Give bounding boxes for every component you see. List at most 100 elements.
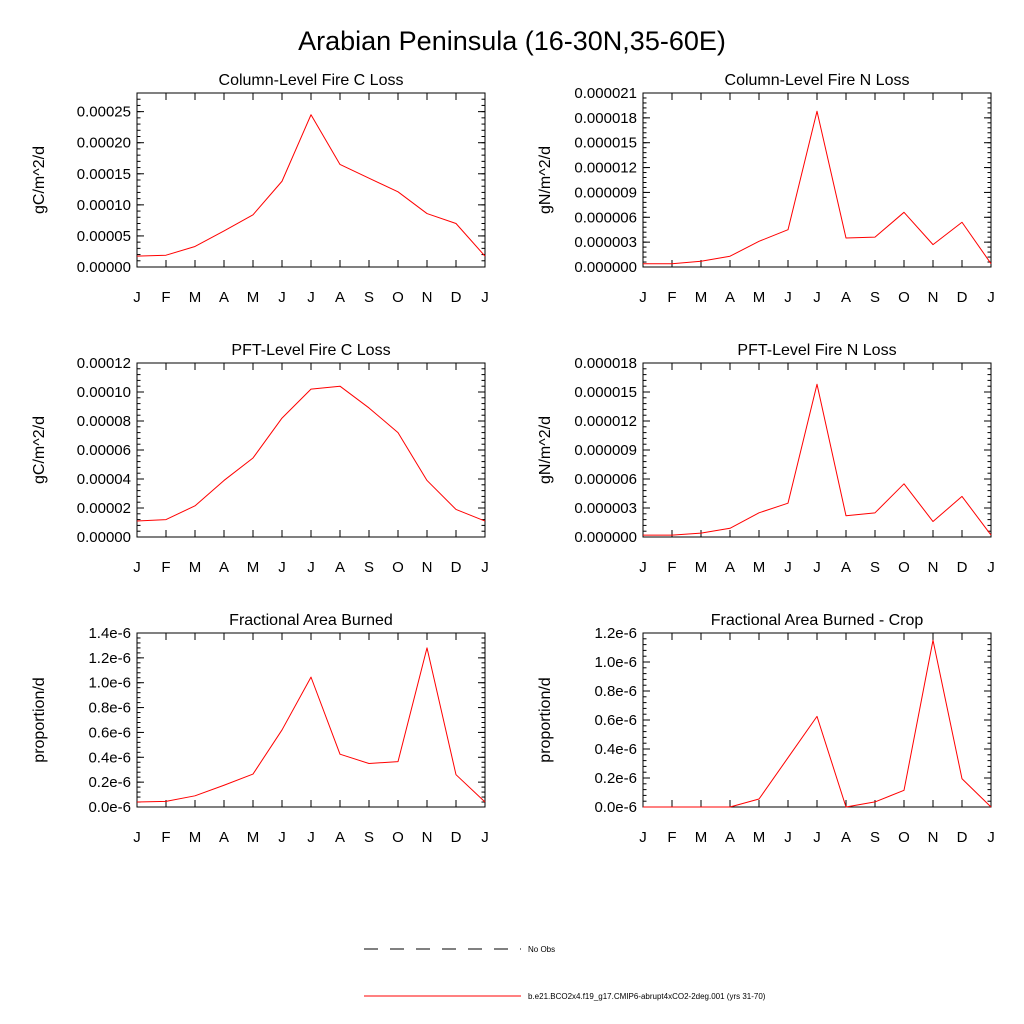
x-tick-label: A xyxy=(725,559,735,576)
panel-title: Fractional Area Burned xyxy=(229,612,393,629)
x-tick-label: O xyxy=(392,559,404,576)
panel-title: Column-Level Fire C Loss xyxy=(219,72,404,89)
x-tick-label: N xyxy=(422,289,433,306)
x-tick-label: J xyxy=(133,289,141,306)
x-tick-label: D xyxy=(957,289,968,306)
x-tick-label: D xyxy=(451,829,462,846)
x-tick-label: M xyxy=(695,289,708,306)
x-tick-label: F xyxy=(667,559,676,576)
x-tick-label: F xyxy=(161,829,170,846)
y-tick-label: 0.8e-6 xyxy=(88,700,131,717)
x-tick-label: D xyxy=(451,559,462,576)
y-tick-label: 0.6e-6 xyxy=(88,724,131,741)
figure-title: Arabian Peninsula (16-30N,35-60E) xyxy=(298,26,726,56)
y-tick-label: 0.000015 xyxy=(574,384,637,401)
y-tick-label: 0.000009 xyxy=(574,442,637,459)
series-line xyxy=(136,647,486,803)
x-tick-label: O xyxy=(392,289,404,306)
panel-3: PFT-Level Fire C Loss gC/m^2/d 0.00000 0.00… xyxy=(31,342,489,576)
x-tick-label: O xyxy=(898,829,910,846)
legend: No Obs b.e21.BCO2x4.f19_g17.CMIP6-abrupt4… xyxy=(364,945,766,1001)
x-tick-label: S xyxy=(870,559,880,576)
x-tick-label: J xyxy=(784,829,792,846)
x-tick-label: F xyxy=(161,559,170,576)
x-tick-label: A xyxy=(335,559,345,576)
x-tick-label: A xyxy=(219,829,229,846)
y-tick-label: 0.000003 xyxy=(574,234,637,251)
x-tick-label: M xyxy=(695,829,708,846)
y-tick-label: 0.00002 xyxy=(77,500,131,517)
panels: Column-Level Fire C Loss gC/m^2/d 0.00000 0… xyxy=(31,72,995,846)
x-tick-label: J xyxy=(307,289,315,306)
x-tick-label: S xyxy=(870,829,880,846)
y-tick-label: 0.00008 xyxy=(77,413,131,430)
x-tick-label: O xyxy=(392,829,404,846)
x-tick-label: D xyxy=(957,829,968,846)
x-tick-label: J xyxy=(278,829,286,846)
y-tick-label: 0.000021 xyxy=(574,85,637,102)
x-tick-label: S xyxy=(870,289,880,306)
y-axis-label: proportion/d xyxy=(537,677,554,762)
x-tick-label: J xyxy=(133,829,141,846)
y-axis-label: gN/m^2/d xyxy=(537,146,554,214)
x-tick-label: J xyxy=(784,559,792,576)
y-tick-label: 0.2e-6 xyxy=(88,774,131,791)
y-tick-label: 0.000018 xyxy=(574,355,637,372)
x-tick-label: O xyxy=(898,559,910,576)
x-tick-label: F xyxy=(161,289,170,306)
y-tick-label: 0.000006 xyxy=(574,471,637,488)
y-axis-label: gC/m^2/d xyxy=(31,146,48,214)
y-tick-label: 0.6e-6 xyxy=(594,712,637,729)
legend-label: No Obs xyxy=(528,945,555,954)
x-tick-label: J xyxy=(639,829,647,846)
x-tick-label: N xyxy=(928,289,939,306)
y-tick-label: 0.000018 xyxy=(574,110,637,127)
x-tick-label: J xyxy=(307,829,315,846)
y-tick-label: 0.2e-6 xyxy=(594,770,637,787)
x-tick-label: J xyxy=(813,289,821,306)
x-tick-label: J xyxy=(987,289,995,306)
y-tick-label: 0.00010 xyxy=(77,384,131,401)
y-tick-label: 0.00025 xyxy=(77,104,131,121)
legend-label: b.e21.BCO2x4.f19_g17.CMIP6-abrupt4xCO2-2… xyxy=(528,992,766,1001)
x-tick-label: S xyxy=(364,829,374,846)
y-tick-label: 0.0e-6 xyxy=(594,799,637,816)
y-tick-label: 0.000003 xyxy=(574,500,637,517)
series-line xyxy=(643,110,992,265)
x-tick-label: J xyxy=(481,289,489,306)
y-tick-label: 0.00000 xyxy=(77,259,131,276)
y-tick-label: 0.00005 xyxy=(77,228,131,245)
x-tick-label: M xyxy=(753,289,766,306)
y-tick-label: 0.00020 xyxy=(77,135,131,152)
y-axis-label: gN/m^2/d xyxy=(537,416,554,484)
x-tick-label: S xyxy=(364,559,374,576)
x-tick-label: M xyxy=(247,829,260,846)
x-tick-label: S xyxy=(364,289,374,306)
panel-6: Fractional Area Burned - Crop proportion/… xyxy=(537,612,995,846)
y-tick-label: 1.0e-6 xyxy=(594,654,637,671)
panel-5: Fractional Area Burned proportion/d 0.0e-6… xyxy=(31,612,489,846)
x-tick-label: A xyxy=(841,829,851,846)
x-tick-label: J xyxy=(307,559,315,576)
y-tick-label: 1.2e-6 xyxy=(594,625,637,642)
y-tick-label: 0.000015 xyxy=(574,135,637,152)
x-tick-label: J xyxy=(784,289,792,306)
panel-2: Column-Level Fire N Loss gN/m^2/d 0.000000… xyxy=(537,72,995,306)
x-tick-label: J xyxy=(639,559,647,576)
panel-title: PFT-Level Fire C Loss xyxy=(231,342,390,359)
x-tick-label: F xyxy=(667,289,676,306)
x-tick-label: J xyxy=(481,559,489,576)
x-tick-label: M xyxy=(247,289,260,306)
x-tick-label: N xyxy=(422,559,433,576)
y-tick-label: 1.0e-6 xyxy=(88,675,131,692)
panel-title: PFT-Level Fire N Loss xyxy=(737,342,896,359)
y-tick-label: 1.2e-6 xyxy=(88,650,131,667)
x-tick-label: N xyxy=(928,829,939,846)
x-tick-label: J xyxy=(133,559,141,576)
y-tick-label: 0.00004 xyxy=(77,471,131,488)
panel-title: Column-Level Fire N Loss xyxy=(725,72,910,89)
x-tick-label: J xyxy=(813,829,821,846)
y-tick-label: 0.00006 xyxy=(77,442,131,459)
x-tick-label: N xyxy=(422,829,433,846)
